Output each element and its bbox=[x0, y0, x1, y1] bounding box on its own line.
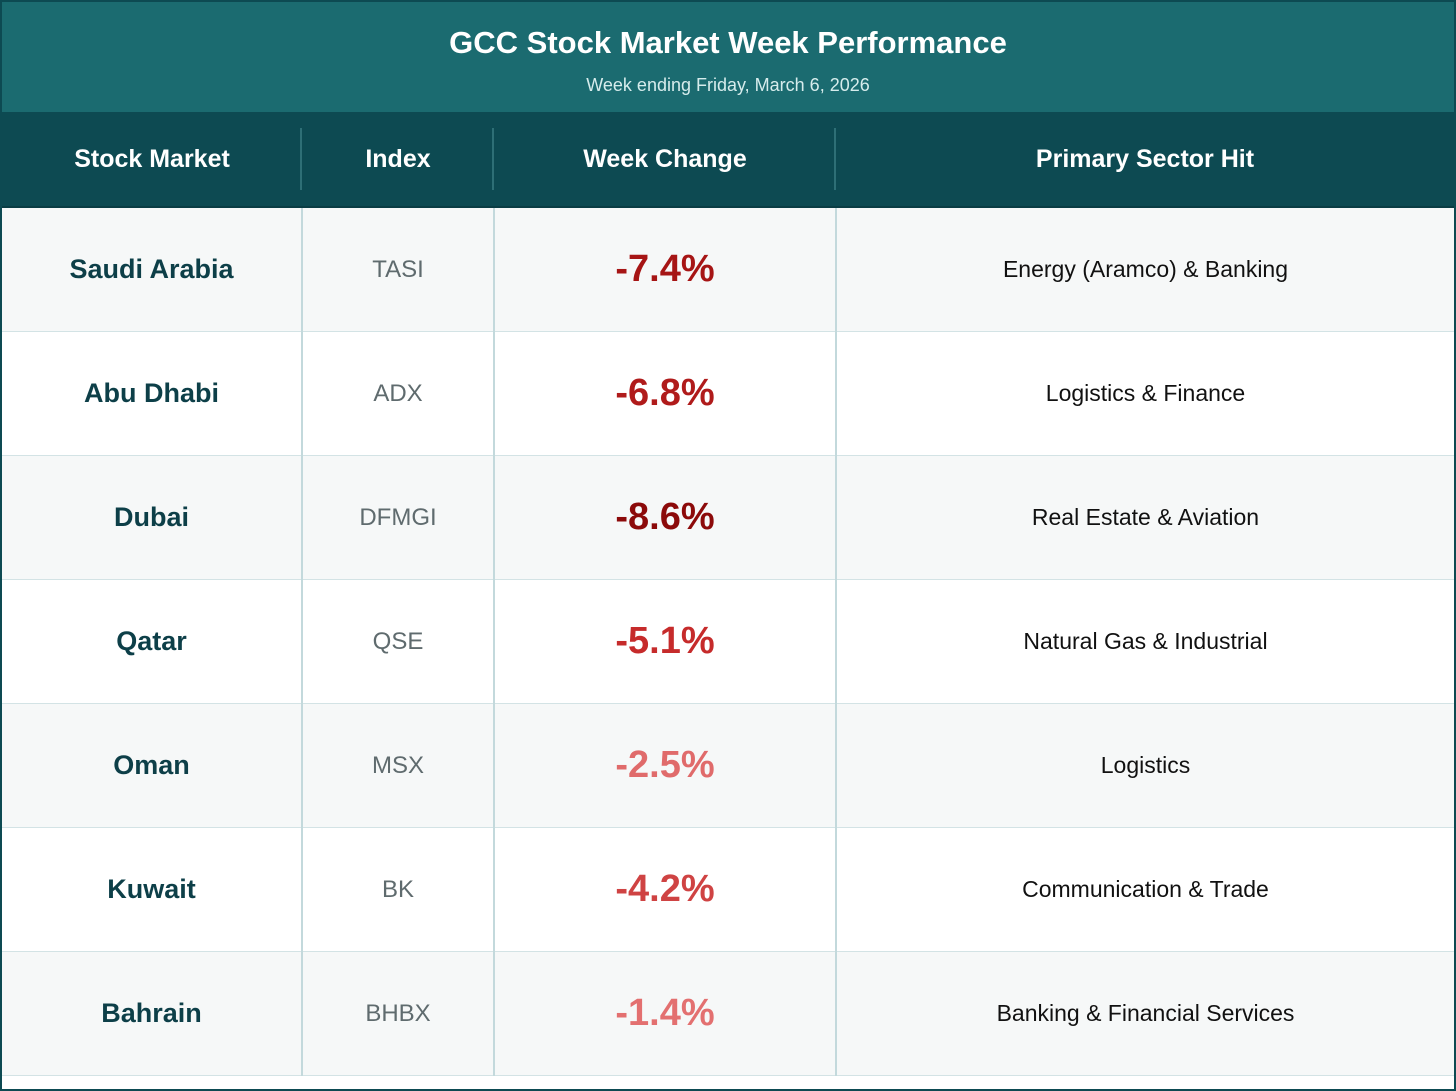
sector-cell: Energy (Aramco) & Banking bbox=[836, 207, 1454, 332]
index-cell: BHBX bbox=[302, 951, 495, 1076]
market-cell: Oman bbox=[2, 703, 303, 828]
performance-table: Stock Market Index Week Change Primary S… bbox=[2, 112, 1454, 1076]
market-cell: Qatar bbox=[2, 579, 303, 704]
table-row: Oman MSX -2.5% Logistics bbox=[2, 703, 1454, 828]
sector-cell: Real Estate & Aviation bbox=[836, 455, 1454, 580]
week-change-cell: -5.1% bbox=[494, 579, 837, 704]
table-row: Bahrain BHBX -1.4% Banking & Financial S… bbox=[2, 951, 1454, 1076]
index-cell: DFMGI bbox=[302, 455, 495, 580]
market-cell: Bahrain bbox=[2, 951, 303, 1076]
week-change-cell: -7.4% bbox=[494, 207, 837, 332]
sector-cell: Banking & Financial Services bbox=[836, 951, 1454, 1076]
week-change-cell: -2.5% bbox=[494, 703, 837, 828]
page-subtitle: Week ending Friday, March 6, 2026 bbox=[586, 75, 870, 95]
table-row: Dubai DFMGI -8.6% Real Estate & Aviation bbox=[2, 455, 1454, 580]
market-cell: Kuwait bbox=[2, 827, 303, 952]
week-change-cell: -4.2% bbox=[494, 827, 837, 952]
sector-cell: Communication & Trade bbox=[836, 827, 1454, 952]
market-cell: Saudi Arabia bbox=[2, 207, 303, 332]
column-header-week-change: Week Change bbox=[494, 112, 836, 208]
table-row: Abu Dhabi ADX -6.8% Logistics & Finance bbox=[2, 331, 1454, 456]
column-header-primary-sector: Primary Sector Hit bbox=[836, 112, 1454, 208]
week-change-cell: -1.4% bbox=[494, 951, 837, 1076]
week-change-cell: -8.6% bbox=[494, 455, 837, 580]
index-cell: TASI bbox=[302, 207, 495, 332]
table-header-row: Stock Market Index Week Change Primary S… bbox=[2, 112, 1454, 208]
index-cell: MSX bbox=[302, 703, 495, 828]
title-bar: GCC Stock Market Week Performance Week e… bbox=[2, 2, 1454, 112]
sector-cell: Natural Gas & Industrial bbox=[836, 579, 1454, 704]
index-cell: BK bbox=[302, 827, 495, 952]
week-change-cell: -6.8% bbox=[494, 331, 837, 456]
index-cell: ADX bbox=[302, 331, 495, 456]
table-row: Qatar QSE -5.1% Natural Gas & Industrial bbox=[2, 579, 1454, 704]
sector-cell: Logistics & Finance bbox=[836, 331, 1454, 456]
market-cell: Dubai bbox=[2, 455, 303, 580]
table-row: Saudi Arabia TASI -7.4% Energy (Aramco) … bbox=[2, 207, 1454, 332]
page-title: GCC Stock Market Week Performance bbox=[449, 25, 1007, 60]
sector-cell: Logistics bbox=[836, 703, 1454, 828]
market-cell: Abu Dhabi bbox=[2, 331, 303, 456]
table-row: Kuwait BK -4.2% Communication & Trade bbox=[2, 827, 1454, 952]
index-cell: QSE bbox=[302, 579, 495, 704]
column-header-index: Index bbox=[302, 112, 494, 208]
column-header-stock-market: Stock Market bbox=[2, 112, 302, 208]
